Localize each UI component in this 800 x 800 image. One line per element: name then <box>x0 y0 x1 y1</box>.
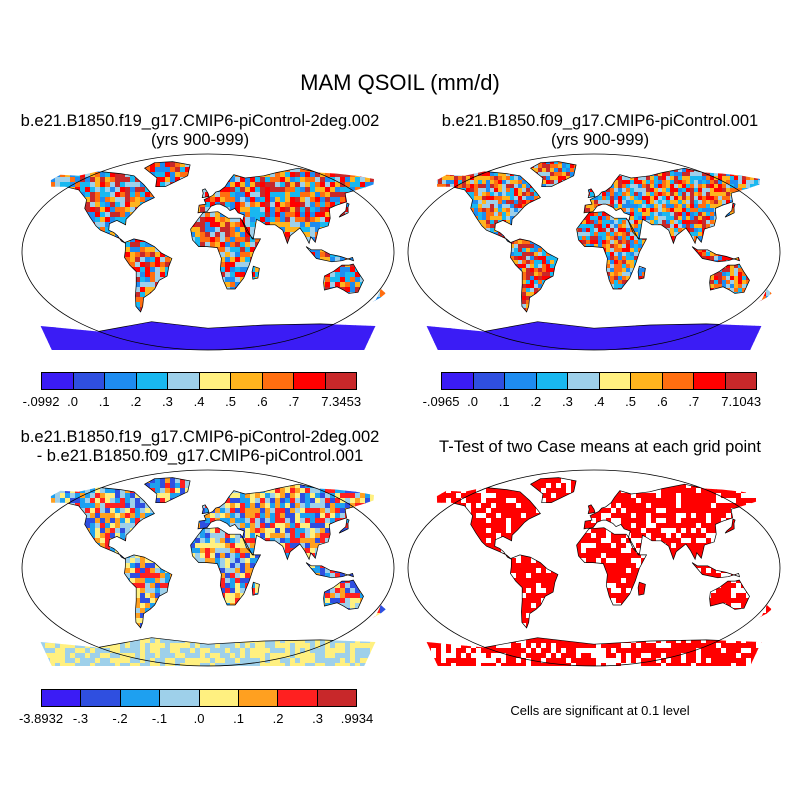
panel-title-top-right: b.e21.B1850.f09_g17.CMIP6-piControl.001 … <box>400 112 800 150</box>
colorbar-swatch <box>662 373 694 389</box>
coastlines <box>40 161 387 350</box>
colorbar-bottom-left <box>41 689 357 707</box>
colorbar-tick-label: -.2 <box>112 711 128 726</box>
figure-title: MAM QSOIL (mm/d) <box>300 70 500 95</box>
colorbar-tick-label: .3 <box>312 711 323 726</box>
colorbar-tick-label: .0 <box>467 394 479 409</box>
map-bottom-left <box>21 469 395 667</box>
colorbar-swatch <box>694 373 726 389</box>
colorbar-tick-label: .6 <box>656 394 668 409</box>
map-top-right <box>407 153 781 351</box>
colorbar-tick-label: 7.3453 <box>321 394 362 409</box>
colorbar-tick-label: .5 <box>225 394 237 409</box>
colorbar-swatch <box>42 373 74 389</box>
colorbar-swatch <box>631 373 663 389</box>
colorbar-swatch <box>278 690 318 706</box>
panel-title-line1: b.e21.B1850.f09_g17.CMIP6-piControl.001 <box>441 112 759 130</box>
colorbar-swatch <box>238 690 279 706</box>
map-border <box>407 153 781 351</box>
colorbar-swatch <box>81 690 121 706</box>
colorbar-tick-label: .7 <box>288 394 300 409</box>
colorbar-swatch <box>160 690 200 706</box>
map-border <box>21 153 395 351</box>
colorbar-tick-label: .4 <box>593 394 605 409</box>
coastlines <box>426 477 773 666</box>
colorbar-swatch <box>294 373 326 389</box>
colorbar-top-right <box>441 372 757 390</box>
colorbar-swatch <box>136 373 168 389</box>
colorbar-tick-label: .0 <box>193 711 205 726</box>
colorbar-tick-label: -.3 <box>72 711 89 726</box>
colorbar-swatch <box>199 690 239 706</box>
colorbar-labels-top-right: -.0965 .0 .1 .2 .3 .4 .5 .6 .7 7.1043 <box>423 394 762 410</box>
colorbar-swatch <box>442 373 474 389</box>
map-border <box>21 469 395 667</box>
colorbar-swatch <box>536 373 568 389</box>
colorbar-tick-label: .4 <box>193 394 205 409</box>
colorbar-swatch <box>262 373 294 389</box>
colorbar-tick-label: .0 <box>67 394 79 409</box>
panel-title-line1: T-Test of two Case means at each grid po… <box>439 438 761 456</box>
colorbar-swatch <box>42 690 82 706</box>
colorbar-swatch <box>199 373 231 389</box>
panel-title-line1: b.e21.B1850.f19_g17.CMIP6-piControl-2deg… <box>20 428 380 446</box>
panel-title-line1: b.e21.B1850.f19_g17.CMIP6-piControl-2deg… <box>20 112 380 130</box>
significance-note: Cells are significant at 0.1 level <box>510 703 690 718</box>
colorbar-tick-label: .2 <box>130 394 142 409</box>
map-border <box>407 469 781 667</box>
panel-title-top-left: b.e21.B1850.f19_g17.CMIP6-piControl-2deg… <box>0 112 400 150</box>
colorbar-tick-label: -.1 <box>151 711 168 726</box>
panel-title-bottom-right: T-Test of two Case means at each grid po… <box>400 438 800 457</box>
colorbar-tick-label: .5 <box>625 394 637 409</box>
colorbar-swatch <box>725 373 756 389</box>
colorbar-top-left <box>41 372 357 390</box>
colorbar-swatch <box>568 373 600 389</box>
colorbar-labels-bottom-left: -3.8932 -.3 -.2 -.1 .0 .1 .2 .3 .9934 <box>19 711 373 727</box>
coastlines <box>40 477 387 666</box>
colorbar-tick-label: .2 <box>272 711 284 726</box>
colorbar-labels-top-left: -.0992 .0 .1 .2 .3 .4 .5 .6 .7 7.3453 <box>23 394 362 410</box>
colorbar-swatch <box>168 373 200 389</box>
colorbar-tick-label: .3 <box>561 394 573 409</box>
colorbar-swatch <box>317 690 356 706</box>
colorbar-tick-label: .3 <box>161 394 173 409</box>
colorbar-swatch <box>325 373 356 389</box>
panel-title-line2: (yrs 900-999) <box>150 131 250 149</box>
colorbar-swatch <box>105 373 137 389</box>
colorbar-tick-label: .1 <box>98 394 110 409</box>
colorbar-tick-label: .1 <box>498 394 510 409</box>
colorbar-swatch <box>473 373 505 389</box>
colorbar-tick-label: .6 <box>256 394 268 409</box>
colorbar-tick-label: -.0965 <box>422 394 460 409</box>
colorbar-tick-label: 7.1043 <box>721 394 762 409</box>
colorbar-swatch <box>73 373 105 389</box>
colorbar-tick-label: -.0992 <box>22 394 60 409</box>
map-bottom-right <box>407 469 781 667</box>
map-top-left <box>21 153 395 351</box>
colorbar-swatch <box>505 373 537 389</box>
panel-title-bottom-left: b.e21.B1850.f19_g17.CMIP6-piControl-2deg… <box>0 428 400 466</box>
colorbar-swatch <box>231 373 263 389</box>
panel-title-line2: - b.e21.B1850.f09_g17.CMIP6-piControl.00… <box>36 447 364 465</box>
colorbar-tick-label: .2 <box>530 394 542 409</box>
colorbar-tick-label: .7 <box>688 394 700 409</box>
colorbar-swatch <box>120 690 161 706</box>
colorbar-tick-label: .1 <box>233 711 244 726</box>
colorbar-tick-label: .9934 <box>340 711 374 726</box>
panel-title-line2: (yrs 900-999) <box>550 131 650 149</box>
colorbar-swatch <box>599 373 631 389</box>
colorbar-tick-label: -3.8932 <box>18 711 64 726</box>
